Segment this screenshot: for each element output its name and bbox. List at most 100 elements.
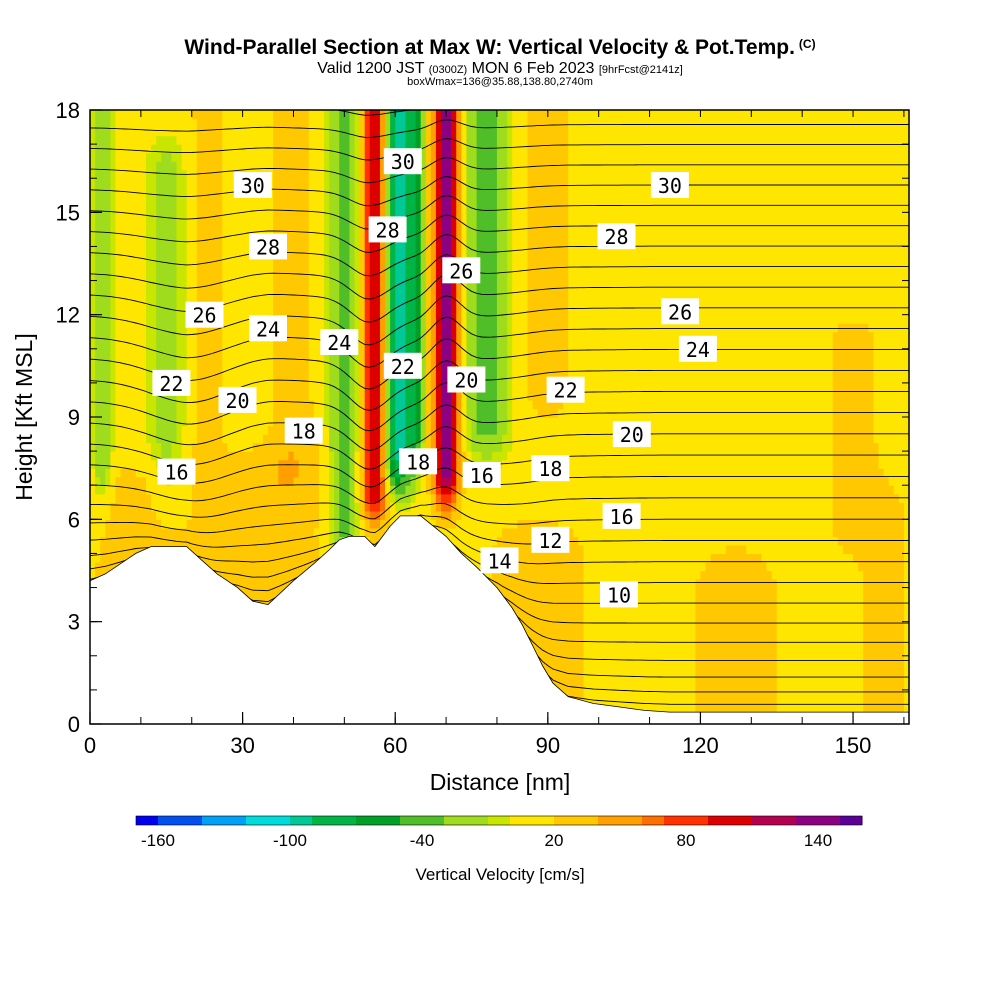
w-cell	[201, 442, 208, 452]
w-cell	[130, 246, 137, 256]
w-cell	[161, 263, 167, 273]
w-cell	[186, 425, 193, 435]
w-cell	[405, 195, 412, 205]
w-cell	[283, 391, 289, 401]
w-cell	[171, 195, 178, 205]
w-cell	[415, 237, 422, 248]
w-cell	[308, 442, 315, 452]
w-cell	[268, 391, 274, 401]
w-cell	[105, 425, 111, 435]
w-cell	[283, 169, 289, 179]
w-cell	[156, 280, 162, 290]
w-cell	[288, 178, 295, 188]
w-cell	[385, 331, 391, 341]
w-cell	[405, 391, 412, 401]
w-cell	[298, 468, 305, 478]
w-cell	[359, 399, 366, 410]
w-cell	[430, 127, 437, 137]
w-cell	[105, 203, 111, 213]
w-cell	[262, 348, 269, 358]
w-cell	[232, 510, 239, 520]
w-cell	[359, 459, 366, 469]
w-cell	[232, 272, 239, 282]
w-cell	[181, 254, 188, 265]
w-cell	[257, 417, 264, 427]
w-cell	[196, 127, 203, 137]
w-cell	[420, 110, 427, 120]
w-cell	[273, 476, 279, 486]
w-cell	[212, 391, 218, 401]
w-cell	[273, 579, 279, 589]
w-cell	[166, 408, 172, 418]
w-cell	[90, 246, 96, 256]
w-cell	[212, 280, 218, 290]
w-cell	[130, 374, 137, 384]
w-cell	[115, 391, 122, 401]
w-cell	[288, 169, 295, 179]
w-cell	[379, 391, 386, 401]
w-cell	[329, 220, 335, 230]
w-cell	[257, 434, 264, 444]
w-cell	[364, 391, 371, 401]
w-cell	[430, 365, 437, 375]
w-cell	[369, 118, 376, 128]
w-cell	[222, 203, 228, 213]
w-cell	[364, 510, 371, 520]
w-cell	[430, 502, 437, 512]
w-cell	[125, 527, 132, 537]
w-cell	[166, 178, 172, 188]
w-cell	[151, 161, 157, 171]
w-cell	[212, 374, 218, 384]
w-cell	[374, 519, 381, 529]
w-cell	[435, 152, 442, 162]
w-cell	[110, 186, 117, 196]
w-cell	[120, 536, 127, 546]
w-cell	[201, 135, 208, 145]
w-cell	[207, 544, 213, 555]
w-cell	[288, 272, 295, 282]
w-cell	[140, 417, 147, 427]
w-cell	[105, 263, 111, 273]
w-cell	[395, 340, 401, 350]
w-cell	[181, 536, 188, 546]
w-cell	[395, 434, 401, 444]
w-cell	[329, 485, 335, 495]
w-cell	[257, 570, 264, 580]
w-cell	[400, 186, 406, 196]
w-cell	[151, 536, 157, 546]
w-cell	[425, 382, 432, 393]
w-cell	[349, 468, 356, 478]
w-cell	[359, 297, 366, 307]
w-cell	[212, 237, 218, 248]
w-cell	[166, 127, 172, 137]
w-cell	[95, 314, 101, 324]
w-cell	[105, 485, 111, 495]
w-cell	[90, 476, 96, 486]
w-cell	[334, 536, 340, 546]
w-cell	[385, 127, 391, 137]
w-cell	[329, 519, 335, 529]
w-cell	[293, 195, 300, 205]
w-cell	[349, 459, 356, 469]
w-cell	[385, 408, 391, 418]
w-cell	[161, 314, 167, 324]
w-cell	[191, 118, 198, 128]
w-cell	[308, 476, 315, 486]
w-cell	[273, 561, 279, 572]
w-cell	[324, 297, 330, 307]
w-cell	[191, 391, 198, 401]
w-cell	[334, 493, 340, 503]
w-cell	[186, 280, 193, 290]
w-cell	[110, 323, 117, 333]
w-cell	[425, 340, 432, 350]
w-cell	[166, 212, 172, 222]
w-cell	[334, 161, 340, 171]
w-cell	[201, 169, 208, 179]
w-cell	[120, 374, 127, 384]
w-cell	[212, 468, 218, 478]
w-cell	[105, 417, 111, 427]
w-cell	[90, 237, 96, 248]
w-cell	[410, 110, 417, 120]
w-cell	[334, 399, 340, 410]
w-cell	[293, 246, 300, 256]
